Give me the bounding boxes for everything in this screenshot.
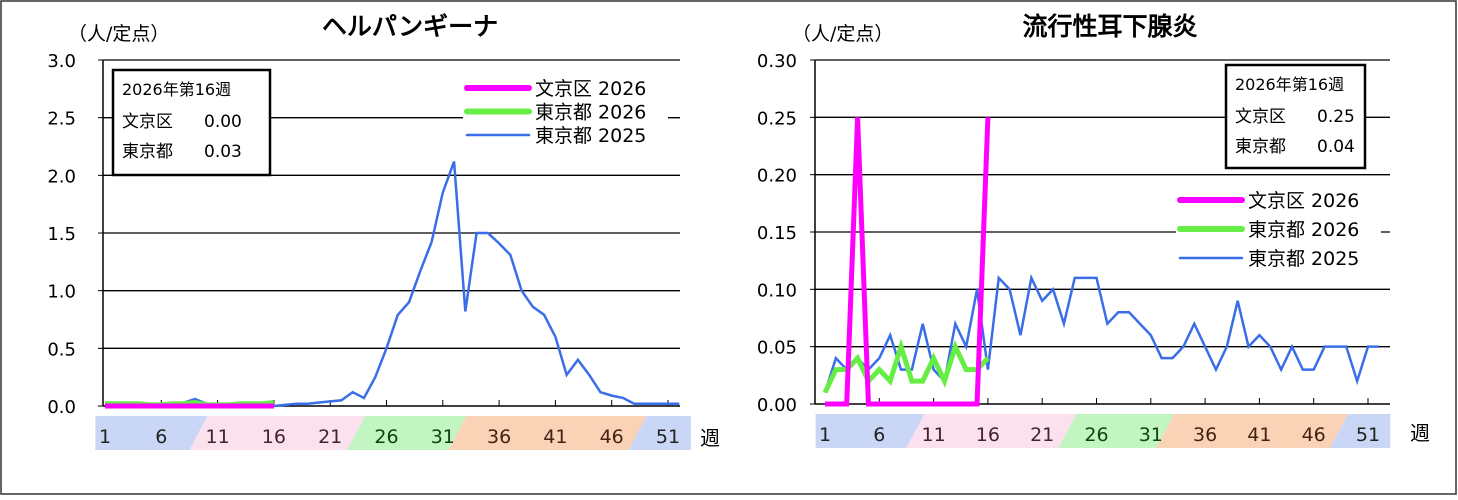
x-tick-label: 31 <box>1139 424 1163 446</box>
info-box-label: 東京都 <box>1235 137 1286 157</box>
chart-title: 流行性耳下腺炎 <box>1022 12 1197 41</box>
info-box-title: 2026年第16週 <box>1235 75 1344 94</box>
y-tick-label: 0.10 <box>757 280 797 301</box>
x-tick-label: 51 <box>1356 424 1380 446</box>
x-tick-label: 26 <box>1084 424 1108 446</box>
x-tick-label: 1 <box>819 424 831 446</box>
season-band <box>816 414 925 448</box>
info-box-value: 0.03 <box>204 142 242 162</box>
y-tick-label: 3.0 <box>47 51 76 72</box>
x-tick-label: 11 <box>922 424 946 446</box>
info-box-value: 0.04 <box>1317 137 1355 157</box>
y-tick-label: 0.05 <box>757 338 797 359</box>
legend-label: 東京都 2026 <box>1248 219 1359 241</box>
y-tick-label: 1.5 <box>47 224 76 245</box>
y-tick-label: 0.0 <box>47 397 76 418</box>
x-tick-label: 11 <box>206 426 230 448</box>
y-tick-label: 2.5 <box>47 109 76 130</box>
y-tick-label: 0.5 <box>47 339 76 360</box>
y-tick-label: 0.30 <box>757 51 797 72</box>
x-tick-label: 1 <box>99 426 111 448</box>
y-tick-label: 1.0 <box>47 282 76 303</box>
x-tick-label: 6 <box>155 426 167 448</box>
y-axis-unit: （人/定点） <box>792 23 893 45</box>
season-band <box>95 416 207 450</box>
x-tick-label: 36 <box>1193 424 1217 446</box>
info-box-label: 東京都 <box>122 142 173 162</box>
x-tick-label: 21 <box>1030 424 1054 446</box>
y-axis-unit: （人/定点） <box>68 23 169 45</box>
x-tick-label: 26 <box>374 426 398 448</box>
x-tick-label: 21 <box>318 426 342 448</box>
x-tick-label: 36 <box>487 426 511 448</box>
legend-label: 文京区 2026 <box>1248 190 1359 212</box>
info-box-value: 0.25 <box>1317 107 1355 127</box>
legend-label: 文京区 2026 <box>535 78 646 100</box>
y-tick-label: 0.00 <box>757 395 797 416</box>
x-tick-label: 31 <box>431 426 455 448</box>
x-axis-unit: 週 <box>1410 421 1430 445</box>
chart-title: ヘルパンギーナ <box>322 12 498 41</box>
y-tick-label: 2.0 <box>47 166 76 187</box>
x-tick-label: 16 <box>262 426 286 448</box>
x-tick-label: 6 <box>873 424 885 446</box>
x-tick-label: 46 <box>1302 424 1326 446</box>
x-tick-label: 41 <box>543 426 567 448</box>
info-box-title: 2026年第16週 <box>122 80 231 99</box>
x-axis-unit: 週 <box>700 426 720 450</box>
info-box-label: 文京区 <box>1235 107 1286 127</box>
legend-label: 東京都 2025 <box>1248 248 1359 270</box>
y-tick-label: 0.15 <box>757 223 797 244</box>
y-tick-label: 0.20 <box>757 166 797 187</box>
info-box-label: 文京区 <box>122 112 173 132</box>
legend-label: 東京都 2025 <box>535 125 646 147</box>
x-tick-label: 41 <box>1247 424 1271 446</box>
x-tick-label: 51 <box>656 426 680 448</box>
legend-label: 東京都 2026 <box>535 102 646 124</box>
info-box-value: 0.00 <box>204 112 242 132</box>
y-tick-label: 0.25 <box>757 108 797 129</box>
x-tick-label: 16 <box>976 424 1000 446</box>
x-tick-label: 46 <box>600 426 624 448</box>
